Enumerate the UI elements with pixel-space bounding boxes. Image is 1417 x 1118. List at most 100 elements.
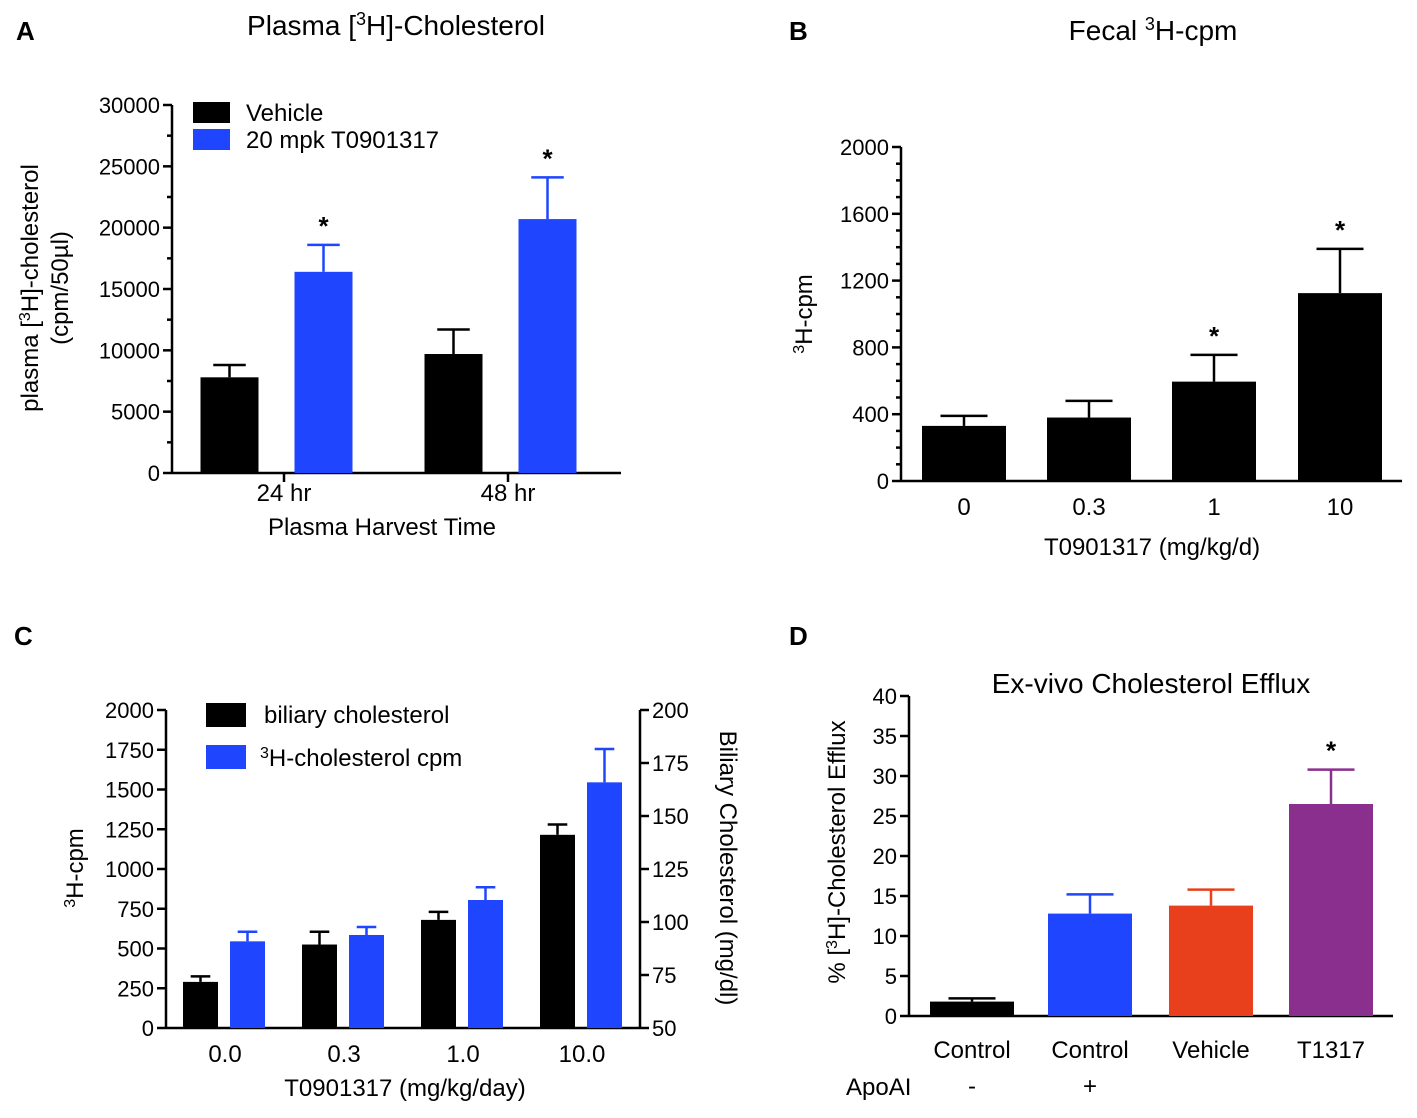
panel-c-bar (349, 934, 384, 1028)
panel-c-bar (468, 900, 503, 1028)
panel-a-y-tick-label: 0 (148, 461, 160, 486)
panel-c: C 0 250 500 750 1000 1250 1500 1750 2000 50 75 100 1… (14, 621, 741, 1102)
panel-a-bar (294, 271, 353, 473)
panel-c-right-y-tick-label: 150 (652, 804, 689, 829)
panel-b-plot: 0 400 800 1200 1600 2000 0 0.3 1 * 10 * (840, 135, 1402, 521)
legend-swatch-vehicle (193, 102, 230, 123)
panel-c-left-y-tick-label: 2000 (105, 698, 154, 723)
panel-c-label: C (14, 621, 33, 651)
panel-d-y-tick-label: 20 (873, 844, 897, 869)
panel-a-x-tick-label: 24 hr (257, 480, 312, 507)
panel-b-y-tick-label: 1200 (840, 269, 889, 294)
panel-b-bar (1047, 417, 1131, 481)
legend-label-biliary: biliary cholesterol (264, 702, 449, 729)
panel-a-y-tick-label: 30000 (99, 93, 160, 118)
panel-a-y-tick-label: 10000 (99, 338, 160, 363)
panel-d-y-tick-label: 0 (885, 1004, 897, 1029)
panel-c-bar (421, 919, 456, 1028)
panel-a: A Plasma [3H]-Cholesterol 0 5000 10000 1500… (16, 9, 621, 541)
legend-swatch-t0901317 (193, 129, 230, 150)
panel-d-plot: 0 5 10 15 20 25 30 35 40 Control - Control + Vehicle T… (873, 684, 1393, 1100)
panel-c-bar (587, 782, 622, 1028)
panel-b-x-tick-label: 0.3 (1072, 494, 1105, 521)
panel-a-title: Plasma [3H]-Cholesterol (247, 9, 545, 41)
legend-label-t0901317: 20 mpk T0901317 (246, 127, 439, 154)
panel-c-x-tick-label: 1.0 (446, 1041, 479, 1068)
panel-d-bar (1169, 905, 1253, 1016)
panel-c-x-tick-label: 0.0 (208, 1041, 241, 1068)
panel-a-bar (518, 219, 577, 473)
panel-c-left-y-tick-label: 1000 (105, 857, 154, 882)
panel-c-ylabel-left: 3H-cpm (62, 828, 90, 908)
panel-b-y-tick-label: 800 (852, 335, 889, 360)
panel-c-right-y-tick-label: 125 (652, 857, 689, 882)
panel-a-y-tick-label: 25000 (99, 154, 160, 179)
panel-d-x-tick-label: Control (933, 1037, 1010, 1064)
panel-d-title: Ex-vivo Cholesterol Efflux (992, 668, 1311, 699)
panel-c-bar (230, 941, 265, 1028)
panel-c-right-y-tick-label: 175 (652, 751, 689, 776)
panel-c-right-y-tick-label: 200 (652, 698, 689, 723)
panel-d-ylabel: % [3H]-Cholesterol Efflux (824, 720, 852, 983)
panel-d-y-tick-label: 25 (873, 804, 897, 829)
panel-c-left-y-tick-label: 250 (117, 976, 154, 1001)
panel-d-bar (1048, 913, 1132, 1016)
panel-d-y-tick-label: 5 (885, 964, 897, 989)
legend-label-vehicle: Vehicle (246, 100, 323, 127)
panel-d-label: D (789, 621, 808, 651)
panel-d-bar (1289, 804, 1373, 1016)
panel-a-significance-star: * (318, 211, 329, 241)
panel-a-x-tick-label: 48 hr (481, 480, 536, 507)
panel-d-apoai-value: + (1083, 1073, 1097, 1100)
panel-b-xlabel: T0901317 (mg/kg/d) (1044, 534, 1260, 561)
panel-d-y-tick-label: 35 (873, 724, 897, 749)
panel-c-ylabel-right: Biliary Cholesterol (mg/dl) (714, 731, 741, 1006)
panel-d-significance-star: * (1326, 736, 1337, 766)
panel-c-x-tick-label: 0.3 (327, 1041, 360, 1068)
panel-b-label: B (789, 16, 808, 46)
panel-c-bar (302, 944, 337, 1028)
panel-d-x-tick-label: T1317 (1297, 1037, 1365, 1064)
panel-a-plot: 0 5000 10000 15000 20000 25000 30000 24 hr * 48 h… (99, 93, 621, 507)
panel-d-y-tick-label: 40 (873, 684, 897, 709)
legend-label-cpm: 3H-cholesterol cpm (260, 745, 462, 773)
panel-a-ylabel-2: (cpm/50µl) (47, 231, 74, 345)
panel-a-ylabel-1: plasma [3H]-cholesterol (17, 164, 45, 412)
panel-b-bar (1172, 381, 1256, 481)
panel-b-x-tick-label: 1 (1207, 494, 1220, 521)
panel-c-bar (540, 834, 575, 1028)
panel-c-left-y-tick-label: 1250 (105, 817, 154, 842)
panel-d-y-tick-label: 30 (873, 764, 897, 789)
panel-c-x-tick-label: 10.0 (559, 1041, 606, 1068)
panel-c-right-y-tick-label: 100 (652, 910, 689, 935)
panel-d-bar (930, 1001, 1014, 1016)
panel-c-bar (183, 981, 218, 1028)
panel-b-y-tick-label: 0 (877, 469, 889, 494)
panel-d-y-tick-label: 10 (873, 924, 897, 949)
panel-a-xlabel: Plasma Harvest Time (268, 514, 496, 541)
panel-c-left-y-tick-label: 750 (117, 897, 154, 922)
panel-d-apoai-value: - (968, 1073, 976, 1100)
panel-b: B Fecal 3H-cpm 0 400 800 1200 1600 2000 0 0.3 1 *… (789, 14, 1402, 561)
panel-a-bar (424, 354, 483, 473)
legend-swatch-biliary (206, 703, 246, 727)
panel-b-y-tick-label: 2000 (840, 135, 889, 160)
panel-b-significance-star: * (1209, 321, 1220, 351)
panel-a-bar (200, 377, 259, 473)
panel-b-x-tick-label: 10 (1327, 494, 1354, 521)
panel-a-label: A (16, 16, 35, 46)
panel-c-left-y-tick-label: 1750 (105, 738, 154, 763)
panel-c-plot: 0 250 500 750 1000 1250 1500 1750 2000 50 75 100 125… (105, 698, 689, 1068)
panel-c-xlabel: T0901317 (mg/kg/day) (284, 1075, 525, 1102)
panel-c-right-y-tick-label: 50 (652, 1016, 676, 1041)
panel-c-left-y-tick-label: 0 (142, 1016, 154, 1041)
panel-b-y-tick-label: 400 (852, 402, 889, 427)
panel-c-right-y-tick-label: 75 (652, 963, 676, 988)
panel-d-x-tick-label: Control (1051, 1037, 1128, 1064)
panel-a-y-tick-label: 15000 (99, 277, 160, 302)
panel-a-y-tick-label: 20000 (99, 216, 160, 241)
panel-b-bar (1298, 293, 1382, 481)
panel-a-y-tick-label: 5000 (111, 400, 160, 425)
panel-c-left-y-tick-label: 500 (117, 937, 154, 962)
